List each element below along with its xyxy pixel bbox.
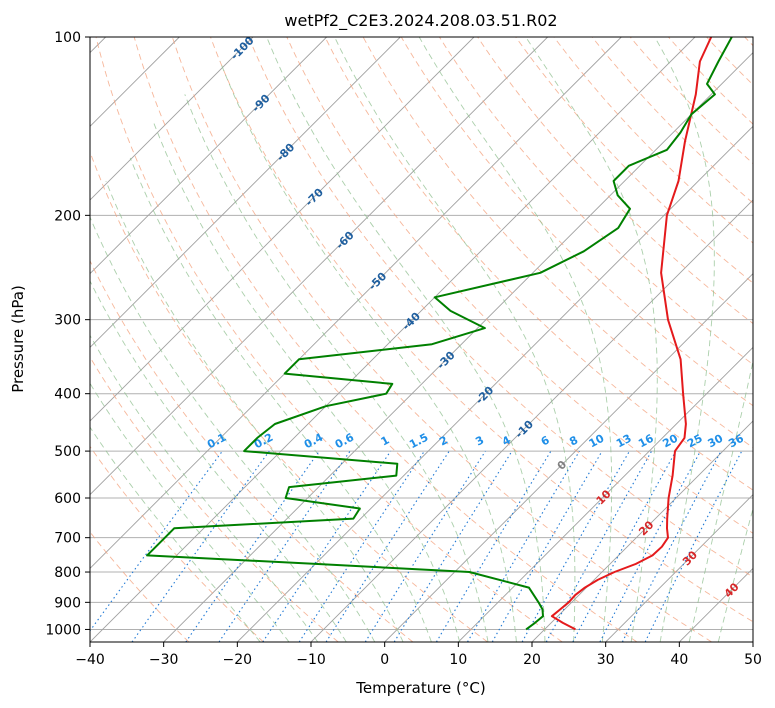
mixing-ratio-label: 20 — [660, 432, 680, 451]
moist-adiabat-line — [266, 37, 546, 642]
y-axis-title: Pressure (hPa) — [9, 285, 27, 393]
y-tick-label: 800 — [54, 565, 81, 581]
isotherm-line — [90, 37, 548, 496]
isotherm-line — [531, 420, 753, 642]
isotherm-line — [90, 37, 622, 569]
isotherm-line — [458, 346, 753, 642]
dry-adiabat-line — [171, 37, 712, 642]
background-lines — [90, 37, 753, 642]
moist-adiabat-line — [184, 94, 489, 642]
mixing-ratio-label: 13 — [614, 432, 634, 451]
x-tick-label: −10 — [296, 652, 326, 668]
mixing-ratio-line — [572, 450, 677, 642]
dry-adiabat-line — [477, 37, 753, 325]
mixing-ratio-line — [393, 450, 513, 642]
dry-adiabat-line — [629, 37, 753, 165]
dry-adiabat-line — [248, 37, 753, 578]
dry-adiabat-line — [591, 37, 753, 204]
mixing-ratio-line — [364, 450, 486, 642]
y-tick-label: 900 — [54, 595, 81, 611]
moist-adiabat-line — [418, 37, 613, 642]
mixing-ratio-line — [467, 450, 580, 642]
y-tick-label: 400 — [54, 387, 81, 403]
x-tick-label: −20 — [223, 652, 253, 668]
mixing-ratio-label: 36 — [726, 432, 746, 451]
x-tick-label: 0 — [380, 652, 389, 668]
dry-adiabat-line — [90, 445, 264, 642]
dry-adiabat-line — [90, 259, 414, 642]
series-lines — [146, 37, 733, 631]
x-tick-label: 30 — [597, 652, 615, 668]
y-tick-label: 500 — [54, 444, 81, 460]
mixing-ratio-label: 25 — [685, 432, 705, 451]
isotherm-line — [384, 273, 753, 642]
isotherm-line — [605, 494, 753, 642]
mixing-ratio-line — [435, 450, 552, 642]
y-tick-label: 200 — [54, 208, 81, 224]
x-tick-label: −40 — [75, 652, 105, 668]
moist-adiabat-line — [90, 382, 290, 642]
y-tick-label: 700 — [54, 531, 81, 547]
moist-adiabat-line — [90, 216, 376, 642]
x-tick-label: −30 — [149, 652, 179, 668]
y-tick-label: 600 — [54, 491, 81, 507]
mixing-ratio-line — [298, 450, 425, 642]
dry-adiabat-line — [210, 37, 753, 623]
y-tick-label: 100 — [54, 30, 81, 46]
moist-adiabat-line — [525, 37, 658, 642]
dry-adiabat-line — [400, 37, 753, 407]
mixing-ratio-line — [599, 450, 701, 642]
x-tick-label: 10 — [449, 652, 467, 668]
dry-adiabat-line — [95, 37, 563, 642]
isotherm-line — [90, 37, 401, 348]
moist-adiabat-line — [219, 61, 517, 642]
moist-adiabat-line — [90, 334, 319, 642]
plot-frame — [89, 36, 754, 643]
y-tick-label: 300 — [54, 313, 81, 329]
mixing-ratio-label: 16 — [636, 432, 656, 451]
dry-adiabat-line — [324, 37, 753, 491]
dewpoint-profile-line — [146, 37, 733, 631]
chart-title: wetPf2_C2E3.2024.208.03.51.R02 — [284, 11, 557, 31]
moist-adiabat-line — [688, 359, 753, 642]
x-axis-title: Temperature (°C) — [355, 679, 485, 697]
moist-adiabat-line — [654, 37, 715, 642]
x-axis: −40 −30 −20 −10 0 10 20 30 40 50 — [75, 642, 762, 668]
moist-adiabat-line — [90, 279, 347, 642]
isotherm-line — [237, 125, 753, 642]
moist-adiabat-line — [90, 426, 261, 642]
isotherm-line — [90, 37, 475, 422]
x-tick-label: 40 — [670, 652, 688, 668]
dry-adiabat-line — [133, 37, 638, 642]
moist-adiabat-line — [717, 506, 753, 642]
mixing-ratio-label: 30 — [706, 432, 726, 451]
isotherm-line — [163, 52, 753, 642]
isotherm-line — [90, 37, 327, 275]
mixing-ratio-line — [185, 450, 320, 642]
y-axis: 100 200 300 400 500 600 700 800 900 1000 — [45, 30, 90, 638]
mixing-ratio-line — [325, 450, 450, 642]
mixing-ratio-line — [218, 450, 351, 642]
isotherm-line — [90, 37, 254, 201]
x-tick-label: 20 — [523, 652, 541, 668]
mixing-ratio-line — [262, 450, 392, 642]
moist-adiabat-line — [153, 123, 461, 642]
dry-adiabat-line — [515, 37, 753, 284]
moist-adiabat-line — [334, 37, 576, 642]
mixing-ratio-label: 10 — [587, 432, 607, 451]
x-tick-label: 50 — [744, 652, 762, 668]
moist-adiabat-line — [129, 157, 432, 642]
dry-adiabat-line — [362, 37, 753, 449]
moist-adiabat-line — [105, 180, 404, 642]
y-tick-label: 1000 — [45, 622, 81, 638]
temperature-profile-line — [550, 37, 713, 631]
isotherm-line — [90, 37, 696, 642]
